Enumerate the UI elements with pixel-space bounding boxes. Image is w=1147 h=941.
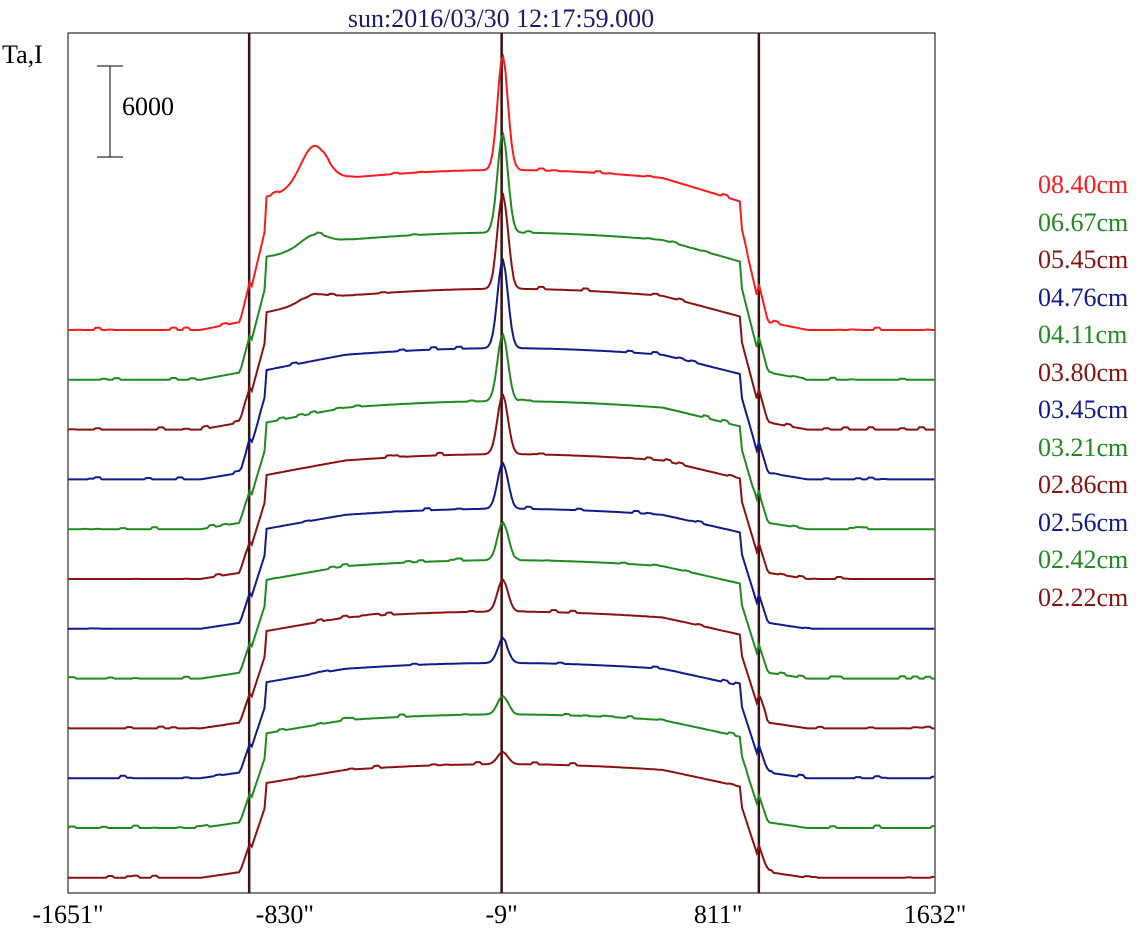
series-line-03.45cm	[68, 461, 935, 630]
series-line-02.22cm	[68, 751, 935, 879]
series-line-08.40cm	[68, 53, 935, 331]
legend-entry: 02.22cm	[1038, 582, 1129, 612]
legend-entry: 04.11cm	[1038, 320, 1128, 349]
scale-bar-label: 6000	[122, 92, 174, 121]
legend-entry: 03.80cm	[1038, 357, 1129, 387]
legend-entry: 02.42cm	[1038, 545, 1129, 574]
series-lines	[67, 53, 935, 879]
legend-entry: 06.67cm	[1038, 207, 1129, 237]
chart-title: sun:2016/03/30 12:17:59.000	[347, 4, 655, 33]
series-line-02.86cm	[67, 578, 935, 730]
series-line-04.76cm	[68, 257, 935, 481]
legend-entry: 03.45cm	[1038, 395, 1129, 424]
y-axis-label: Ta,I	[2, 40, 43, 69]
scale-bar	[97, 65, 123, 158]
legend-entry: 02.86cm	[1038, 470, 1129, 499]
legend-entry: 02.56cm	[1038, 507, 1129, 537]
x-tick-label: 1632"	[903, 900, 967, 929]
legend-entry: 04.76cm	[1038, 282, 1129, 312]
legend-entry: 03.21cm	[1038, 432, 1129, 462]
legend-entry: 05.45cm	[1038, 245, 1129, 274]
series-line-04.11cm	[68, 332, 935, 531]
x-tick-label: -9"	[485, 900, 518, 929]
series-line-03.21cm	[67, 520, 935, 680]
x-tick-label: -830"	[255, 900, 314, 929]
x-tick-label: -1651"	[32, 900, 104, 929]
series-line-05.45cm	[67, 192, 935, 431]
legend: 08.40cm 06.67cm 05.45cm 04.76cm 04.11cm 03.80…	[1038, 166, 1128, 616]
series-line-06.67cm	[68, 131, 935, 381]
vertical-reference-lines	[247, 33, 761, 893]
series-line-03.80cm	[68, 393, 935, 581]
series-line-02.42cm	[67, 695, 935, 829]
x-tick-label: 811"	[693, 900, 743, 929]
series-line-02.56cm	[68, 636, 935, 780]
legend-entry: 08.40cm	[1038, 170, 1129, 199]
